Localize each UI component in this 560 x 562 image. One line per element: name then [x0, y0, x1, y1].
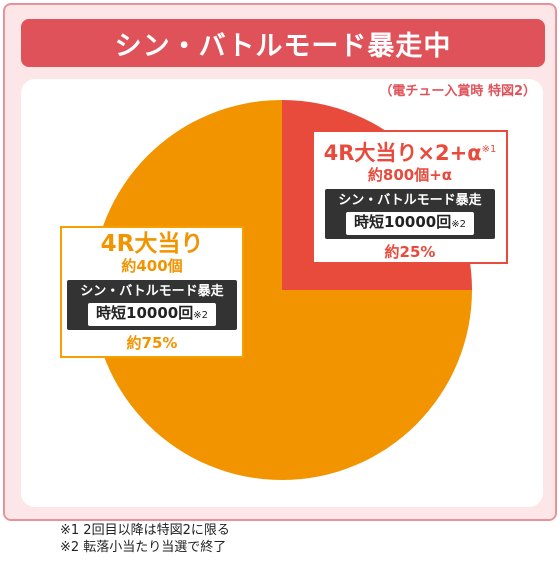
- chart-title: シン・バトルモード暴走中: [114, 30, 452, 62]
- slice-title-orange: 4R大当り: [100, 231, 204, 257]
- jitan-orange: 時短10000回※2: [88, 303, 216, 326]
- mode-name-orange: シン・バトルモード暴走: [80, 284, 224, 299]
- footnotes: ※1 2回目以降は特図2に限る ※2 転落小当たり当選で終了: [60, 522, 230, 556]
- slice-percent-red: 約25%: [384, 243, 436, 261]
- pie-slice-1: [92, 100, 472, 480]
- slice-title-red: 4R大当り×2+α※1: [323, 141, 497, 165]
- jitan-red: 時短10000回※2: [346, 212, 474, 235]
- footnote-2: ※2 転落小当たり当選で終了: [60, 540, 227, 555]
- slice-payout-orange: 約400個: [121, 257, 183, 275]
- slice-label-red: 4R大当り×2+α※1 約800個+α シン・バトルモード暴走 時短10000回…: [312, 130, 508, 264]
- mode-box-orange: シン・バトルモード暴走 時短10000回※2: [67, 280, 237, 330]
- slice-payout-red: 約800個+α: [367, 166, 453, 184]
- slice-percent-orange: 約75%: [126, 334, 178, 352]
- slice-label-orange: 4R大当り 約400個 シン・バトルモード暴走 時短10000回※2 約75%: [60, 226, 244, 358]
- condition-note: （電チュー入賞時 特図2）: [379, 84, 536, 99]
- mode-name-red: シン・バトルモード暴走: [338, 193, 482, 208]
- mode-box-red: シン・バトルモード暴走 時短10000回※2: [325, 189, 495, 239]
- title-banner: シン・バトルモード暴走中: [21, 19, 545, 67]
- footnote-1: ※1 2回目以降は特図2に限る: [60, 523, 230, 538]
